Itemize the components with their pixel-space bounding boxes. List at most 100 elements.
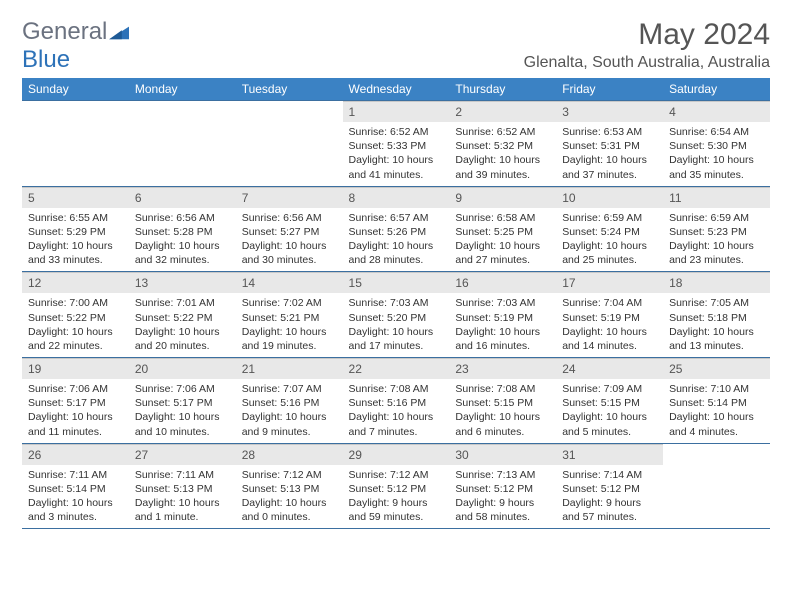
- calendar-cell: 21Sunrise: 7:07 AMSunset: 5:16 PMDayligh…: [236, 358, 343, 444]
- calendar-row: 12Sunrise: 7:00 AMSunset: 5:22 PMDayligh…: [22, 272, 770, 358]
- day-details: Sunrise: 6:52 AMSunset: 5:33 PMDaylight:…: [343, 122, 450, 186]
- day-details: Sunrise: 6:58 AMSunset: 5:25 PMDaylight:…: [449, 208, 556, 272]
- day-details: Sunrise: 7:06 AMSunset: 5:17 PMDaylight:…: [22, 379, 129, 443]
- day-number: 17: [556, 272, 663, 293]
- calendar-cell: 1Sunrise: 6:52 AMSunset: 5:33 PMDaylight…: [343, 101, 450, 187]
- day-number: 31: [556, 444, 663, 465]
- weekday-header: Sunday: [22, 78, 129, 101]
- calendar-cell: 10Sunrise: 6:59 AMSunset: 5:24 PMDayligh…: [556, 186, 663, 272]
- calendar-cell: 12Sunrise: 7:00 AMSunset: 5:22 PMDayligh…: [22, 272, 129, 358]
- day-number: 12: [22, 272, 129, 293]
- day-details: Sunrise: 7:06 AMSunset: 5:17 PMDaylight:…: [129, 379, 236, 443]
- calendar-row: 19Sunrise: 7:06 AMSunset: 5:17 PMDayligh…: [22, 358, 770, 444]
- day-number: 8: [343, 187, 450, 208]
- day-number: 2: [449, 101, 556, 122]
- day-details: Sunrise: 7:00 AMSunset: 5:22 PMDaylight:…: [22, 293, 129, 357]
- day-details: Sunrise: 7:03 AMSunset: 5:20 PMDaylight:…: [343, 293, 450, 357]
- day-number: 26: [22, 444, 129, 465]
- calendar-cell: 14Sunrise: 7:02 AMSunset: 5:21 PMDayligh…: [236, 272, 343, 358]
- day-details: Sunrise: 7:11 AMSunset: 5:14 PMDaylight:…: [22, 465, 129, 529]
- day-number: 29: [343, 444, 450, 465]
- logo: General: [22, 18, 131, 46]
- day-number: 19: [22, 358, 129, 379]
- calendar-cell: 19Sunrise: 7:06 AMSunset: 5:17 PMDayligh…: [22, 358, 129, 444]
- weekday-header: Saturday: [663, 78, 770, 101]
- weekday-header: Tuesday: [236, 78, 343, 101]
- weekday-header: Thursday: [449, 78, 556, 101]
- calendar-cell: [236, 101, 343, 187]
- day-number: 21: [236, 358, 343, 379]
- day-number: 18: [663, 272, 770, 293]
- logo-line2: Blue: [22, 46, 70, 74]
- calendar-cell: 9Sunrise: 6:58 AMSunset: 5:25 PMDaylight…: [449, 186, 556, 272]
- day-details: Sunrise: 6:55 AMSunset: 5:29 PMDaylight:…: [22, 208, 129, 272]
- calendar-row: 5Sunrise: 6:55 AMSunset: 5:29 PMDaylight…: [22, 186, 770, 272]
- day-details: Sunrise: 7:02 AMSunset: 5:21 PMDaylight:…: [236, 293, 343, 357]
- calendar-cell: [663, 443, 770, 529]
- day-details: Sunrise: 6:56 AMSunset: 5:27 PMDaylight:…: [236, 208, 343, 272]
- day-details: Sunrise: 7:07 AMSunset: 5:16 PMDaylight:…: [236, 379, 343, 443]
- day-number: 1: [343, 101, 450, 122]
- weekday-header: Wednesday: [343, 78, 450, 101]
- calendar-cell: 11Sunrise: 6:59 AMSunset: 5:23 PMDayligh…: [663, 186, 770, 272]
- weekday-header-row: Sunday Monday Tuesday Wednesday Thursday…: [22, 78, 770, 101]
- day-details: Sunrise: 6:52 AMSunset: 5:32 PMDaylight:…: [449, 122, 556, 186]
- day-details: Sunrise: 7:03 AMSunset: 5:19 PMDaylight:…: [449, 293, 556, 357]
- calendar-cell: 4Sunrise: 6:54 AMSunset: 5:30 PMDaylight…: [663, 101, 770, 187]
- day-details: Sunrise: 7:13 AMSunset: 5:12 PMDaylight:…: [449, 465, 556, 529]
- day-number: 6: [129, 187, 236, 208]
- logo-text-blue: Blue: [22, 46, 70, 73]
- calendar-cell: 23Sunrise: 7:08 AMSunset: 5:15 PMDayligh…: [449, 358, 556, 444]
- calendar-table: Sunday Monday Tuesday Wednesday Thursday…: [22, 78, 770, 529]
- calendar-cell: 13Sunrise: 7:01 AMSunset: 5:22 PMDayligh…: [129, 272, 236, 358]
- day-number: 11: [663, 187, 770, 208]
- calendar-cell: 22Sunrise: 7:08 AMSunset: 5:16 PMDayligh…: [343, 358, 450, 444]
- day-number: 20: [129, 358, 236, 379]
- calendar-cell: [129, 101, 236, 187]
- day-number: 16: [449, 272, 556, 293]
- day-number: 27: [129, 444, 236, 465]
- calendar-cell: 6Sunrise: 6:56 AMSunset: 5:28 PMDaylight…: [129, 186, 236, 272]
- day-number: 23: [449, 358, 556, 379]
- day-details: Sunrise: 6:54 AMSunset: 5:30 PMDaylight:…: [663, 122, 770, 186]
- calendar-cell: 16Sunrise: 7:03 AMSunset: 5:19 PMDayligh…: [449, 272, 556, 358]
- calendar-cell: 24Sunrise: 7:09 AMSunset: 5:15 PMDayligh…: [556, 358, 663, 444]
- day-details: Sunrise: 6:57 AMSunset: 5:26 PMDaylight:…: [343, 208, 450, 272]
- weekday-header: Friday: [556, 78, 663, 101]
- calendar-cell: [22, 101, 129, 187]
- calendar-cell: 20Sunrise: 7:06 AMSunset: 5:17 PMDayligh…: [129, 358, 236, 444]
- calendar-cell: 5Sunrise: 6:55 AMSunset: 5:29 PMDaylight…: [22, 186, 129, 272]
- location-subtitle: Glenalta, South Australia, Australia: [524, 54, 770, 72]
- logo-text-general: General: [22, 18, 107, 46]
- day-number: 3: [556, 101, 663, 122]
- weekday-header: Monday: [129, 78, 236, 101]
- day-details: Sunrise: 7:11 AMSunset: 5:13 PMDaylight:…: [129, 465, 236, 529]
- calendar-cell: 29Sunrise: 7:12 AMSunset: 5:12 PMDayligh…: [343, 443, 450, 529]
- calendar-row: 26Sunrise: 7:11 AMSunset: 5:14 PMDayligh…: [22, 443, 770, 529]
- day-details: Sunrise: 7:12 AMSunset: 5:12 PMDaylight:…: [343, 465, 450, 529]
- day-details: Sunrise: 7:08 AMSunset: 5:16 PMDaylight:…: [343, 379, 450, 443]
- day-number: 4: [663, 101, 770, 122]
- header: General May 2024 Glenalta, South Austral…: [22, 18, 770, 72]
- day-number: 14: [236, 272, 343, 293]
- day-details: Sunrise: 6:59 AMSunset: 5:23 PMDaylight:…: [663, 208, 770, 272]
- day-number: 10: [556, 187, 663, 208]
- day-number: 25: [663, 358, 770, 379]
- logo-triangle-icon: [109, 23, 131, 41]
- calendar-cell: 3Sunrise: 6:53 AMSunset: 5:31 PMDaylight…: [556, 101, 663, 187]
- calendar-cell: 2Sunrise: 6:52 AMSunset: 5:32 PMDaylight…: [449, 101, 556, 187]
- day-number: 9: [449, 187, 556, 208]
- day-details: Sunrise: 6:56 AMSunset: 5:28 PMDaylight:…: [129, 208, 236, 272]
- day-number: 22: [343, 358, 450, 379]
- calendar-cell: 30Sunrise: 7:13 AMSunset: 5:12 PMDayligh…: [449, 443, 556, 529]
- day-details: Sunrise: 7:04 AMSunset: 5:19 PMDaylight:…: [556, 293, 663, 357]
- calendar-cell: 15Sunrise: 7:03 AMSunset: 5:20 PMDayligh…: [343, 272, 450, 358]
- calendar-cell: 28Sunrise: 7:12 AMSunset: 5:13 PMDayligh…: [236, 443, 343, 529]
- calendar-cell: 8Sunrise: 6:57 AMSunset: 5:26 PMDaylight…: [343, 186, 450, 272]
- day-details: Sunrise: 7:09 AMSunset: 5:15 PMDaylight:…: [556, 379, 663, 443]
- day-number: 28: [236, 444, 343, 465]
- day-number: 7: [236, 187, 343, 208]
- day-details: Sunrise: 6:59 AMSunset: 5:24 PMDaylight:…: [556, 208, 663, 272]
- calendar-cell: 31Sunrise: 7:14 AMSunset: 5:12 PMDayligh…: [556, 443, 663, 529]
- day-number: 15: [343, 272, 450, 293]
